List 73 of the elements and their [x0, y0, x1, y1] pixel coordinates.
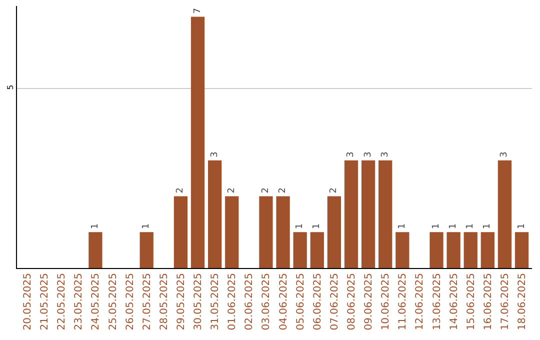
data-label: 1	[397, 223, 408, 230]
data-label: 3	[363, 152, 374, 158]
data-label: 1	[312, 223, 322, 230]
bar	[464, 232, 478, 268]
x-tick-label: 06.06.2025	[312, 273, 324, 330]
data-label: 3	[380, 152, 390, 158]
x-tick-label: 09.06.2025	[364, 273, 375, 330]
x-tick-label: 18.06.2025	[517, 273, 528, 330]
bar	[446, 232, 460, 268]
data-label: 7	[192, 8, 203, 14]
data-label: 1	[482, 223, 493, 230]
bar	[190, 16, 205, 268]
y-tick-label: 5	[6, 84, 15, 90]
bar	[88, 232, 102, 268]
x-tick-label: 04.06.2025	[278, 273, 290, 330]
x-tick-label: 24.05.2025	[90, 273, 102, 330]
data-label: 3	[210, 152, 220, 158]
data-label: 1	[448, 223, 459, 230]
x-tick-label: 30.05.2025	[193, 273, 204, 330]
x-tick-label: 31.05.2025	[210, 273, 222, 330]
data-label: 2	[329, 187, 340, 194]
data-label: 2	[278, 187, 288, 194]
x-tick-label: 05.06.2025	[295, 273, 306, 330]
x-tick-label: 12.06.2025	[414, 273, 426, 330]
bar	[174, 196, 188, 268]
data-label: 3	[346, 152, 356, 158]
x-tick-label: 11.06.2025	[398, 273, 409, 330]
bar	[480, 232, 494, 268]
data-label: 1	[142, 223, 152, 230]
x-tick-label: 25.05.2025	[108, 273, 119, 330]
data-label: 1	[516, 223, 527, 230]
x-tick-label: 14.06.2025	[448, 273, 460, 330]
data-label: 3	[500, 152, 510, 158]
x-tick-label: 17.06.2025	[500, 273, 511, 330]
x-tick-label: 16.06.2025	[482, 273, 494, 330]
x-tick-label: 02.06.2025	[244, 273, 256, 330]
bar	[361, 160, 376, 268]
x-tick-label: 10.06.2025	[380, 273, 392, 330]
bar	[310, 232, 324, 268]
bar	[208, 160, 222, 268]
x-tick-label: 03.06.2025	[261, 273, 272, 330]
bar	[327, 196, 342, 268]
bar	[140, 232, 154, 268]
x-tick-label: 21.05.2025	[40, 273, 51, 330]
data-label: 2	[260, 187, 271, 194]
data-label: 1	[432, 223, 442, 230]
x-tick-label: 23.05.2025	[74, 273, 85, 330]
data-label: 1	[466, 223, 476, 230]
x-tick-label: 08.06.2025	[346, 273, 358, 330]
x-tick-label: 22.05.2025	[56, 273, 68, 330]
x-tick-label: 29.05.2025	[176, 273, 187, 330]
x-tick-label: 27.05.2025	[142, 273, 153, 330]
x-tick-label: 20.05.2025	[22, 273, 34, 330]
bar	[276, 196, 290, 268]
x-tick-label: 26.05.2025	[124, 273, 136, 330]
data-label: 1	[90, 223, 100, 230]
bar	[344, 160, 358, 268]
bar	[396, 232, 410, 268]
bar	[378, 160, 392, 268]
bar	[514, 232, 529, 268]
x-tick-label: 01.06.2025	[227, 273, 238, 330]
bar	[225, 196, 239, 268]
x-tick-label: 13.06.2025	[432, 273, 443, 330]
x-tick-label: 28.05.2025	[158, 273, 170, 330]
bar	[430, 232, 444, 268]
data-label: 2	[176, 187, 186, 194]
bar	[259, 196, 273, 268]
bar	[498, 160, 512, 268]
bar	[293, 232, 307, 268]
x-tick-label: 07.06.2025	[329, 273, 340, 330]
x-tick-label: 15.06.2025	[466, 273, 477, 330]
data-label: 2	[226, 187, 237, 194]
data-label: 1	[295, 223, 306, 230]
